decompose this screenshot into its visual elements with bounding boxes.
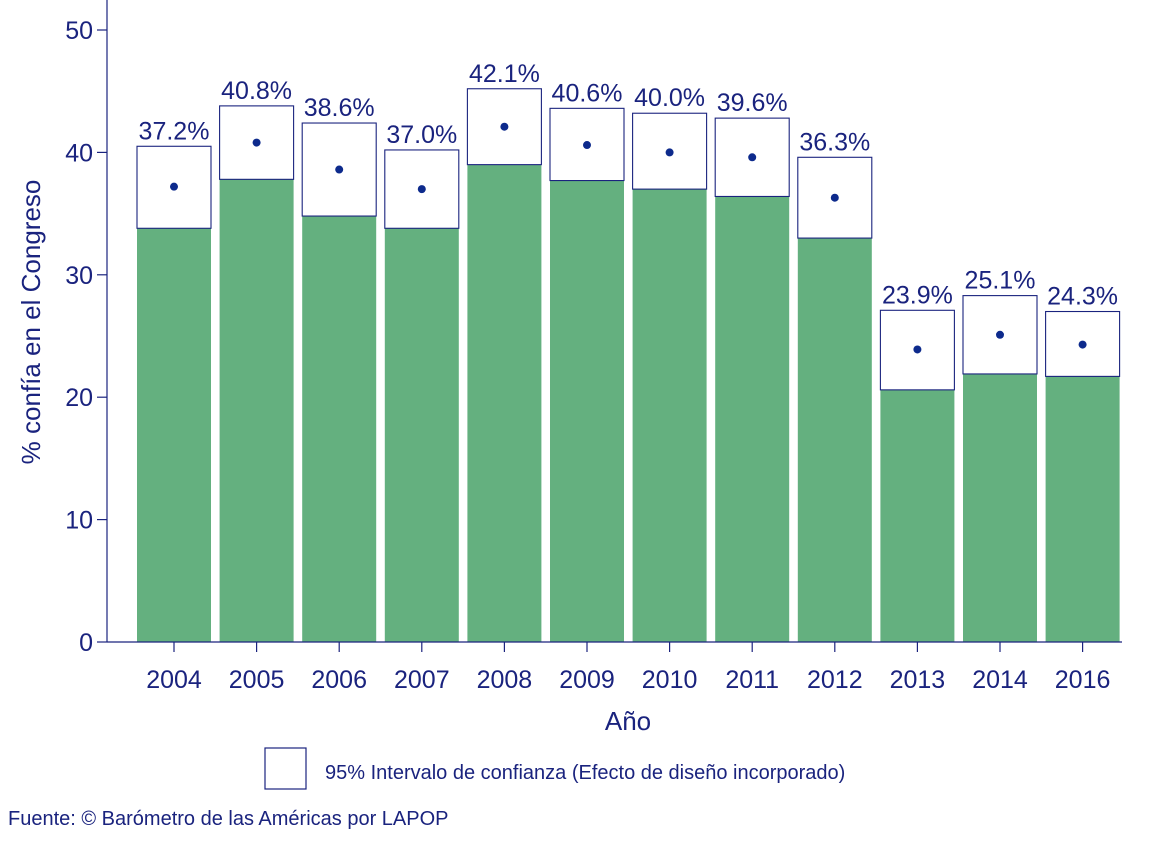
point-2016	[1078, 340, 1087, 349]
x-tick-label-2010: 2010	[642, 666, 698, 694]
point-2012	[830, 193, 839, 202]
x-tick-label-2008: 2008	[477, 666, 533, 694]
x-tick-label-2014: 2014	[972, 666, 1028, 694]
point-2005	[252, 138, 261, 147]
y-tick-label-50: 50	[65, 17, 93, 45]
y-ticks: 0 10 20 30 40 50	[65, 17, 107, 657]
data-label-2005: 40.8%	[221, 77, 292, 105]
points-layer	[170, 122, 1087, 354]
x-tick-label-2012: 2012	[807, 666, 863, 694]
data-label-2004: 37.2%	[139, 117, 210, 145]
data-label-2008: 42.1%	[469, 60, 540, 88]
y-tick-label-40: 40	[65, 139, 93, 167]
point-2010	[665, 148, 674, 157]
bar-2004	[137, 228, 211, 642]
x-ticks: 2004 2005 2006 2007 2008 2009 2010 2011 2012 2013…	[146, 642, 1110, 694]
x-tick-label-2011: 2011	[725, 666, 779, 694]
data-label-2009: 40.6%	[552, 79, 623, 107]
bar-2011	[715, 196, 790, 643]
y-tick-label-20: 20	[65, 384, 93, 412]
data-label-2013: 23.9%	[882, 281, 953, 309]
y-tick-label-0: 0	[79, 629, 93, 657]
x-tick-label-2005: 2005	[229, 666, 285, 694]
x-tick-label-2004: 2004	[146, 666, 202, 694]
point-2004	[170, 182, 178, 191]
x-tick-label-2007: 2007	[394, 666, 450, 694]
point-2007	[417, 185, 426, 194]
y-tick-label-10: 10	[65, 507, 93, 535]
point-2014	[996, 330, 1004, 339]
data-label-2016: 24.3%	[1047, 283, 1118, 311]
point-2008	[500, 122, 509, 131]
bar-2009	[550, 180, 624, 642]
data-label-2012: 36.3%	[799, 128, 870, 156]
ci-box-2011	[714, 117, 790, 198]
x-tick-label-2006: 2006	[311, 666, 367, 694]
point-2011	[748, 153, 757, 162]
legend-ci-swatch	[264, 747, 307, 790]
bar-2014	[963, 373, 1037, 642]
point-2013	[913, 345, 922, 354]
legend-label: 95% Intervalo de confianza (Efecto de di…	[325, 762, 845, 784]
data-label-2010: 40.0%	[634, 84, 705, 112]
bar-2005	[219, 179, 294, 642]
source-note: Fuente: © Barómetro de las Américas por …	[8, 808, 449, 830]
axes	[106, 0, 1122, 643]
x-tick-label-2016: 2016	[1055, 666, 1111, 694]
bar-2016	[1045, 376, 1120, 642]
x-axis-title: Año	[605, 706, 651, 736]
data-label-2007: 37.0%	[386, 121, 457, 149]
y-tick-label-30: 30	[65, 262, 93, 290]
data-label-2014: 25.1%	[965, 267, 1036, 295]
x-tick-label-2009: 2009	[559, 666, 615, 694]
bar-2013	[880, 389, 955, 642]
legend: 95% Intervalo de confianza (Efecto de di…	[264, 747, 845, 790]
bar-2007	[384, 228, 459, 642]
point-2006	[335, 165, 344, 174]
bar-2012	[797, 238, 872, 642]
data-label-2011: 39.6%	[717, 89, 788, 117]
bar-2010	[632, 189, 707, 642]
x-tick-label-2013: 2013	[890, 666, 946, 694]
point-2009	[583, 141, 591, 150]
bar-2008	[467, 164, 542, 642]
data-label-2006: 38.6%	[304, 94, 375, 122]
data-labels-layer: 37.2% 40.8% 38.6% 37.0% 42.1% 40.6% 40.0% 39.6%…	[139, 60, 1118, 311]
y-axis-title: % confía en el Congreso	[16, 180, 46, 465]
bars-layer	[136, 88, 1121, 643]
bar-2006	[302, 216, 377, 642]
